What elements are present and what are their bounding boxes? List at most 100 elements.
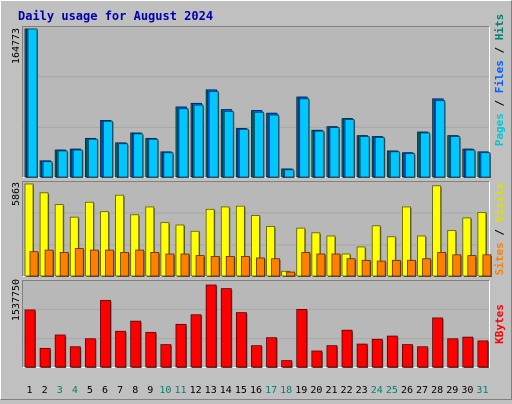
panel-1-inner-shadow <box>22 26 490 178</box>
bar-sites-day-8 <box>135 249 145 277</box>
bar-sites-day-11 <box>180 253 190 277</box>
bar-pages-day-26 <box>405 153 415 178</box>
bar-sites-day-26 <box>407 259 416 277</box>
bar-visits-day-31 <box>477 212 487 277</box>
bar-sites-day-16 <box>256 257 265 277</box>
bar-sites-day-15 <box>240 255 250 277</box>
bar-sites-day-20 <box>316 253 326 277</box>
legend-panel-1-separator: / <box>493 40 506 60</box>
bar-kbytes-day-22 <box>341 329 353 368</box>
bar-kbytes-day-15 <box>235 312 247 368</box>
legend-panel-1-pages: Pages <box>493 113 506 146</box>
legend-panel-2-sites: Sites <box>493 242 506 275</box>
x-tick-label-day-15: 15 <box>235 385 247 396</box>
x-tick-label-day-16: 16 <box>250 385 262 396</box>
x-tick-label-day-1: 1 <box>27 385 33 396</box>
panel-3-inner-shadow <box>22 280 490 368</box>
x-tick-label-day-25: 25 <box>386 385 398 396</box>
bar-kbytes-day-27 <box>417 346 428 368</box>
x-tick-label-day-22: 22 <box>341 385 353 396</box>
bar-kbytes-day-24 <box>371 338 383 368</box>
bar-pages-day-28 <box>435 100 446 178</box>
bar-kbytes-day-13 <box>205 284 217 368</box>
x-tick-label-day-30: 30 <box>461 385 473 396</box>
x-tick-label-day-18: 18 <box>280 385 292 396</box>
bar-sites-day-23 <box>361 259 371 277</box>
bar-pages-day-24 <box>374 137 385 178</box>
bar-visits-day-6 <box>100 211 109 277</box>
panel-2-inner-shadow <box>22 181 490 277</box>
bar-visits-day-25 <box>386 236 396 277</box>
bar-pages-day-21 <box>329 127 340 178</box>
x-tick-label-day-9: 9 <box>147 385 153 396</box>
x-tick-label-day-20: 20 <box>310 385 322 396</box>
bar-pages-day-25 <box>389 151 400 178</box>
bar-kbytes-day-3 <box>54 334 66 368</box>
bar-kbytes-day-20 <box>311 350 323 368</box>
bar-pages-day-4 <box>72 149 83 178</box>
bar-pages-day-22 <box>344 119 355 178</box>
bar-visits-day-5 <box>84 201 94 277</box>
bar-kbytes-day-25 <box>386 335 398 368</box>
bar-sites-day-27 <box>422 258 431 277</box>
bar-sites-day-6 <box>105 249 114 277</box>
bar-pages-day-9 <box>148 138 159 178</box>
bar-kbytes-day-26 <box>402 344 413 368</box>
x-tick-label-day-8: 8 <box>132 385 138 396</box>
bar-pages-day-7 <box>118 143 128 178</box>
x-tick-label-day-13: 13 <box>205 385 217 396</box>
bar-sites-day-14 <box>225 255 235 277</box>
bar-kbytes-day-8 <box>130 320 142 368</box>
bar-kbytes-day-2 <box>39 347 51 368</box>
bar-visits-day-26 <box>402 206 411 277</box>
bar-visits-day-17 <box>266 226 275 277</box>
bar-pages-day-6 <box>103 120 113 178</box>
bar-sites-day-3 <box>59 252 69 277</box>
bar-pages-day-15 <box>238 128 249 178</box>
x-tick-label-day-27: 27 <box>416 385 428 396</box>
x-tick-label-day-2: 2 <box>42 385 48 396</box>
bar-sites-day-2 <box>44 249 54 277</box>
panel-3-ymax-label: 1537750 <box>11 279 22 321</box>
bar-pages-day-2 <box>42 161 53 178</box>
bar-kbytes-day-14 <box>220 288 232 368</box>
bar-kbytes-day-6 <box>100 299 111 368</box>
bar-pages-day-19 <box>299 98 310 178</box>
bar-visits-day-1 <box>24 183 34 277</box>
bar-kbytes-day-12 <box>190 314 202 368</box>
x-tick-label-day-11: 11 <box>174 385 186 396</box>
bar-visits-day-11 <box>175 224 185 277</box>
legend-panel-2-separator: / <box>493 222 506 242</box>
bar-kbytes-day-23 <box>356 343 368 368</box>
panel-1-ymax-label: 164773 <box>11 28 22 64</box>
bar-pages-day-31 <box>480 152 491 178</box>
x-tick-label-day-5: 5 <box>87 385 93 396</box>
bar-sites-day-18 <box>286 271 296 277</box>
x-tick-label-day-6: 6 <box>102 385 108 396</box>
x-tick-label-day-24: 24 <box>371 385 383 396</box>
bar-visits-day-27 <box>417 235 426 277</box>
bar-pages-day-8 <box>133 133 144 178</box>
bar-visits-day-12 <box>190 230 200 277</box>
x-tick-label-day-31: 31 <box>476 385 488 396</box>
bar-visits-day-14 <box>220 206 230 277</box>
bar-sites-day-4 <box>74 248 84 277</box>
bar-pages-day-12 <box>193 104 204 178</box>
bar-pages-day-16 <box>254 111 264 178</box>
bar-sites-day-28 <box>437 252 447 277</box>
bar-visits-day-2 <box>39 192 49 277</box>
bar-sites-day-1 <box>29 251 39 277</box>
bar-pages-day-1 <box>27 28 38 178</box>
x-tick-label-day-21: 21 <box>325 385 337 396</box>
legend-panel-2-visits: Visits <box>493 183 506 223</box>
legend-panel-3: KBytes <box>493 304 506 344</box>
bar-pages-day-11 <box>178 108 189 178</box>
bar-visits-day-29 <box>447 230 457 277</box>
bar-visits-day-24 <box>371 225 381 277</box>
bar-kbytes-day-18 <box>281 360 293 368</box>
x-tick-label-day-19: 19 <box>295 385 307 396</box>
bar-sites-day-30 <box>467 255 477 277</box>
bar-visits-day-15 <box>235 205 245 277</box>
bar-kbytes-day-9 <box>145 331 157 368</box>
